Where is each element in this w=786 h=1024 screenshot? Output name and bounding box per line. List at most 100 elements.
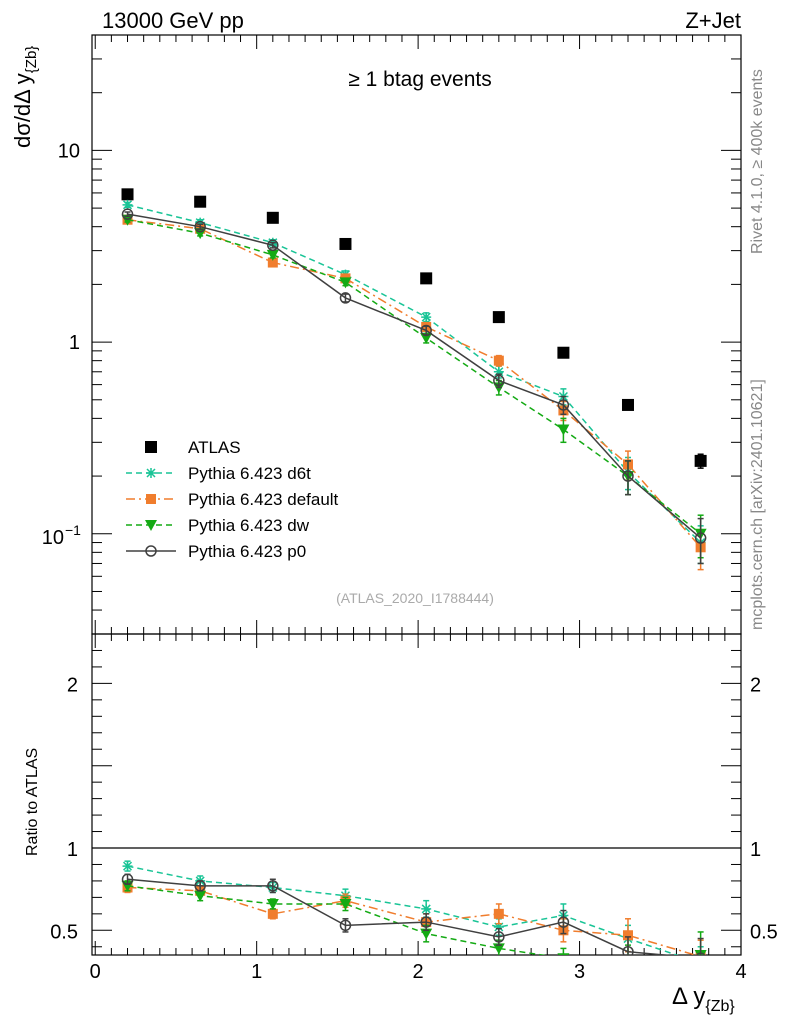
ratio-tick-label: 0.5 xyxy=(50,921,78,943)
data-point xyxy=(696,958,706,968)
data-point xyxy=(339,292,352,304)
y-tick-label: 1 xyxy=(69,332,80,354)
data-point xyxy=(339,277,352,289)
data-point xyxy=(339,898,352,910)
legend-label: ATLAS xyxy=(188,438,241,457)
data-point xyxy=(267,880,279,892)
legend-item: Pythia 6.423 default xyxy=(126,490,339,509)
x-tick-label: 0 xyxy=(90,961,101,983)
data-point xyxy=(493,908,504,919)
data-point xyxy=(121,188,134,201)
ratio-tick-label: 2 xyxy=(67,674,78,696)
series-line xyxy=(127,218,702,548)
ratio-plot-frame xyxy=(91,633,742,956)
data-point xyxy=(493,931,505,943)
legend-item: Pythia 6.423 d6t xyxy=(126,464,311,483)
legend: ATLAS Pythia 6.423 d6t Pythia 6.423 defaul… xyxy=(126,438,339,561)
legend-item: Pythia 6.423 dw xyxy=(126,516,310,535)
ratio-tick-label-right: 2 xyxy=(750,674,761,696)
legend-marker xyxy=(145,545,157,557)
energy-label: 13000 GeV pp xyxy=(102,8,244,33)
ratio-data xyxy=(121,860,707,968)
data-point xyxy=(421,312,432,323)
chart-subtitle: ≥ 1 btag events xyxy=(348,68,491,91)
data-point xyxy=(339,237,352,250)
data-point xyxy=(557,953,570,955)
data-point xyxy=(195,217,206,228)
data-point xyxy=(694,454,707,467)
x-tick-label: 2 xyxy=(413,961,424,983)
data-point xyxy=(493,922,504,933)
ratio-y-axis-label: Ratio to ATLAS xyxy=(24,748,41,856)
data-point xyxy=(492,943,505,955)
data-point xyxy=(194,195,207,208)
data-point xyxy=(421,903,432,914)
data-point xyxy=(267,908,278,919)
data-point xyxy=(266,898,279,910)
x-tick-label: 1 xyxy=(251,961,262,983)
y-tick-label-exponent: −1 xyxy=(65,522,81,538)
mcplots-label: mcplots.cern.ch [arXiv:2401.10621] xyxy=(749,379,766,630)
data-point xyxy=(267,257,278,268)
data-point xyxy=(420,272,433,285)
data-point xyxy=(557,346,570,359)
data-point xyxy=(420,928,433,940)
data-point xyxy=(121,208,134,220)
data-point xyxy=(493,355,504,366)
series-line xyxy=(127,885,701,955)
data-point xyxy=(557,399,570,411)
svg-text:Δ y{Zb}: Δ y{Zb} xyxy=(672,983,735,1015)
x-tick-label: 4 xyxy=(735,961,746,983)
legend-label: Pythia 6.423 p0 xyxy=(188,542,306,561)
y-tick-label: 10 xyxy=(42,527,64,549)
y-tick-label: 10 xyxy=(58,140,80,162)
ratio-tick-label-right: 1 xyxy=(750,839,761,861)
data-point xyxy=(493,374,505,387)
data-point xyxy=(267,239,279,252)
series-pythia-6-423-p0 xyxy=(121,873,706,955)
data-point xyxy=(122,861,133,872)
data-point xyxy=(420,916,432,928)
legend-marker xyxy=(145,520,157,531)
series-pythia-6-423-p0 xyxy=(121,208,707,565)
ratio-tick-label-right: 0.5 xyxy=(750,921,778,943)
legend-marker xyxy=(145,441,157,453)
data-point xyxy=(266,211,279,224)
data-point xyxy=(694,532,707,544)
legend-label: Pythia 6.423 d6t xyxy=(188,464,311,483)
main-data xyxy=(121,188,707,571)
data-point xyxy=(122,199,133,210)
data-point xyxy=(622,930,633,941)
legend-item: Pythia 6.423 p0 xyxy=(126,542,306,561)
data-point xyxy=(121,873,134,886)
x-tick-label: 3 xyxy=(574,961,585,983)
analysis-watermark: (ATLAS_2020_I1788444) xyxy=(336,590,494,606)
data-point xyxy=(695,952,706,955)
x-axis-label: Δ y{Zb} xyxy=(672,983,735,1015)
svg-text:dσ/dΔ y{Zb}: dσ/dΔ y{Zb} xyxy=(10,46,40,148)
data-point xyxy=(622,945,634,955)
ratio-tick-label: 1 xyxy=(67,839,78,861)
data-point xyxy=(622,470,634,482)
data-point xyxy=(621,398,634,411)
data-point xyxy=(492,311,505,324)
axis-ticks xyxy=(92,34,742,955)
legend-marker xyxy=(146,494,156,504)
data-point xyxy=(420,333,433,345)
data-point xyxy=(339,919,352,932)
data-point xyxy=(493,366,504,377)
legend-label: Pythia 6.423 default xyxy=(188,490,339,509)
data-point xyxy=(194,890,207,902)
data-point xyxy=(266,249,279,261)
legend-item: ATLAS xyxy=(145,438,241,457)
series-atlas xyxy=(121,188,707,469)
process-label: Z+Jet xyxy=(685,8,741,33)
data-point xyxy=(622,957,634,968)
series-line xyxy=(127,865,679,955)
data-point xyxy=(420,324,432,337)
legend-label: Pythia 6.423 dw xyxy=(188,516,310,535)
legend-marker xyxy=(146,468,156,478)
y-axis-label: dσ/dΔ y{Zb} xyxy=(10,46,40,148)
